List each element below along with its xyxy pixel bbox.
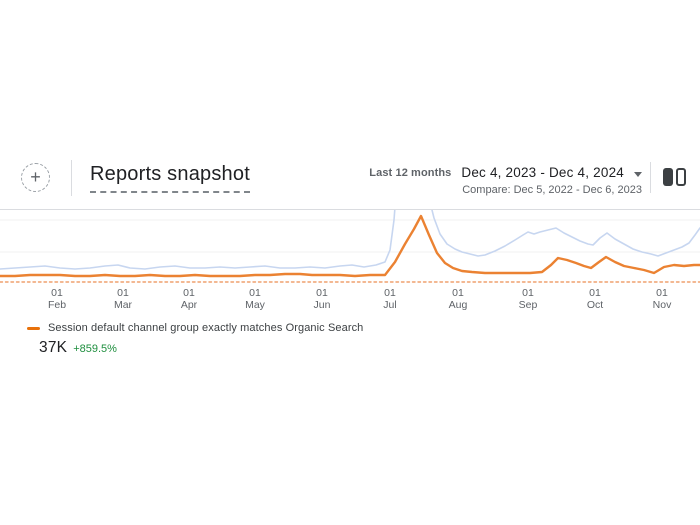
legend-series-label: Session default channel group exactly ma… bbox=[48, 322, 364, 334]
date-range-selector[interactable]: Dec 4, 2023 - Dec 4, 2024 bbox=[461, 165, 624, 180]
chart-legend: Session default channel group exactly ma… bbox=[27, 322, 363, 334]
x-tick-day: 01 bbox=[51, 287, 63, 299]
series-line-0 bbox=[0, 214, 700, 278]
x-tick-month: Feb bbox=[47, 299, 67, 311]
x-tick-oct: 01 Oct bbox=[587, 287, 603, 311]
x-tick-day: 01 bbox=[249, 287, 261, 299]
series-line-1 bbox=[0, 210, 700, 270]
comparison-card-outline-icon bbox=[676, 168, 686, 186]
x-tick-apr: 01 Apr bbox=[181, 287, 197, 311]
header-right-divider bbox=[650, 162, 651, 193]
x-tick-may: 01 May bbox=[245, 287, 265, 311]
x-tick-jul: 01 Jul bbox=[383, 287, 396, 311]
x-tick-sep: 01 Sep bbox=[519, 287, 538, 311]
x-tick-day: 01 bbox=[656, 287, 668, 299]
x-tick-month: Nov bbox=[652, 299, 672, 311]
x-tick-month: Mar bbox=[113, 299, 133, 311]
sessions-total-value: 37K bbox=[39, 339, 68, 356]
add-card-button[interactable]: + bbox=[21, 163, 50, 192]
x-tick-day: 01 bbox=[589, 287, 601, 299]
date-range-row: Last 12 months Dec 4, 2023 - Dec 4, 2024 bbox=[342, 165, 642, 180]
x-tick-month: May bbox=[245, 299, 265, 311]
x-tick-month: Aug bbox=[448, 299, 468, 311]
chevron-down-icon[interactable] bbox=[634, 172, 642, 177]
x-tick-day: 01 bbox=[316, 287, 328, 299]
line-chart-svg bbox=[0, 210, 700, 283]
metric-summary: 37K +859.5% bbox=[39, 339, 117, 357]
date-range-block: Last 12 months Dec 4, 2023 - Dec 4, 2024… bbox=[342, 165, 642, 196]
sessions-trend-chart[interactable] bbox=[0, 210, 700, 310]
date-range-preset-label: Last 12 months bbox=[369, 166, 452, 179]
x-tick-jun: 01 Jun bbox=[314, 287, 331, 311]
x-tick-aug: 01 Aug bbox=[449, 287, 468, 311]
comparison-card-filled-icon bbox=[663, 168, 673, 186]
plus-icon: + bbox=[30, 167, 41, 187]
x-tick-feb: 01 Feb bbox=[48, 287, 66, 311]
chart-x-axis: 01 Feb 01 Mar 01 Apr 01 May 01 Jun 01 Jul 01 Aug 01 Sep… bbox=[0, 287, 700, 315]
x-tick-day: 01 bbox=[183, 287, 195, 299]
x-tick-month: Apr bbox=[180, 299, 198, 311]
legend-series-swatch bbox=[27, 326, 40, 330]
x-tick-month: Sep bbox=[518, 299, 538, 311]
sessions-delta-badge: +859.5% bbox=[73, 343, 117, 355]
x-tick-day: 01 bbox=[384, 287, 396, 299]
page-title: Reports snapshot bbox=[90, 163, 250, 193]
x-tick-month: Jun bbox=[313, 299, 331, 311]
compare-date-range-label: Compare: Dec 5, 2022 - Dec 6, 2023 bbox=[462, 184, 642, 196]
x-tick-mar: 01 Mar bbox=[114, 287, 132, 311]
x-tick-month: Oct bbox=[586, 299, 604, 311]
x-tick-day: 01 bbox=[522, 287, 534, 299]
edit-comparison-icon[interactable] bbox=[663, 168, 686, 186]
x-tick-day: 01 bbox=[117, 287, 129, 299]
x-tick-day: 01 bbox=[452, 287, 464, 299]
header-divider bbox=[71, 160, 72, 196]
report-header: + Reports snapshot Last 12 months Dec 4,… bbox=[0, 145, 700, 210]
x-tick-month: Jul bbox=[383, 299, 397, 311]
x-tick-nov: 01 Nov bbox=[653, 287, 672, 311]
